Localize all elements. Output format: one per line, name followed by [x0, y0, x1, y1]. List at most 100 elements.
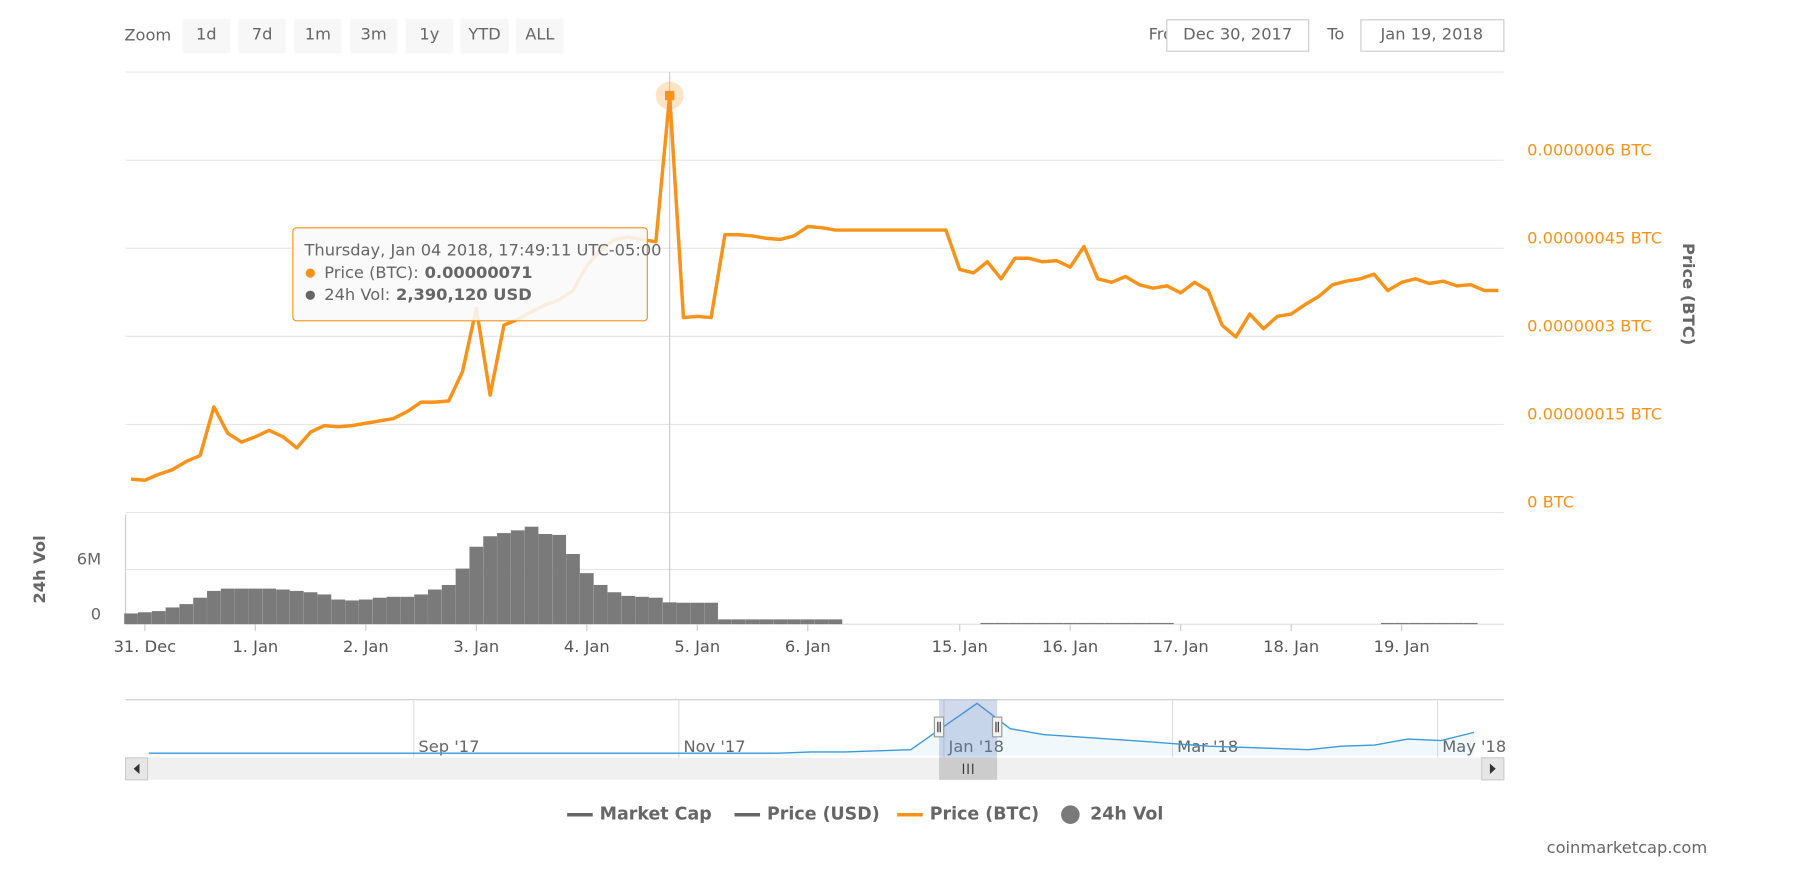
volume-bar	[1408, 622, 1423, 625]
tooltip-box	[292, 227, 648, 322]
credit: coinmarketcap.com	[1547, 838, 1708, 857]
volume-bar	[358, 599, 373, 625]
volume-bar	[1063, 622, 1078, 625]
volume-bar	[1090, 622, 1105, 625]
volume-bar	[800, 619, 815, 625]
zoom-button[interactable]	[405, 18, 454, 54]
to-input[interactable]	[1360, 19, 1505, 52]
y-tick-label: 0.00000045 BTC	[1527, 228, 1662, 247]
legend-symbol[interactable]	[1061, 805, 1080, 825]
zoom-button-label[interactable]: 3m	[361, 24, 387, 43]
volume-bar	[469, 546, 484, 625]
volume-bar	[165, 607, 180, 625]
x-tick-label: 6. Jan	[785, 637, 831, 656]
zoom-button[interactable]	[294, 18, 342, 54]
volume-bar	[662, 602, 677, 625]
navigator-line	[148, 702, 1475, 754]
zoom-button[interactable]	[182, 18, 231, 54]
tooltip-value: 2,390,120 USD	[396, 285, 532, 304]
volume-bar	[773, 619, 788, 625]
to-label: To	[1326, 24, 1344, 43]
scrollbar-grip	[962, 763, 974, 775]
zoom-button[interactable]	[349, 18, 398, 54]
volume-bar	[386, 596, 401, 625]
navigator-handle[interactable]	[933, 716, 945, 738]
volume-bar	[787, 619, 801, 625]
volume-bar	[1049, 622, 1064, 625]
zoom-button-label[interactable]: ALL	[525, 24, 554, 43]
navigator-area	[148, 703, 1475, 756]
navigator-tick-label: Nov '17	[683, 737, 745, 756]
tooltip-line: Price (BTC): 0.00000071	[324, 263, 532, 282]
legend-label[interactable]: Price (BTC)	[930, 805, 1039, 825]
x-tick-label: 15. Jan	[932, 637, 988, 656]
volume-bar	[552, 534, 567, 625]
volume-bar	[1450, 622, 1464, 625]
volume-bar	[179, 604, 194, 625]
scroll-left-arrow	[133, 763, 140, 775]
volume-bar	[579, 573, 594, 625]
x-tick-label: 18. Jan	[1263, 637, 1319, 656]
volume-bar	[690, 602, 705, 625]
zoom-button-label[interactable]: 7d	[252, 24, 273, 43]
volume-bar	[483, 536, 497, 625]
tooltip-date: Thursday, Jan 04 2018, 17:49:11 UTC-05:0…	[303, 241, 661, 260]
volume-bar	[593, 584, 608, 625]
navigator-tick-label: Jan '18	[948, 737, 1004, 756]
volume-bar	[414, 594, 428, 625]
volume-bar	[1394, 622, 1409, 625]
y2-tick-label: 0	[91, 604, 101, 623]
y-tick-label: 0.0000003 BTC	[1527, 317, 1652, 336]
volume-bar	[1035, 622, 1050, 625]
zoom-button[interactable]	[516, 18, 564, 54]
to-date[interactable]: Jan 19, 2018	[1379, 24, 1483, 43]
volume-bar	[428, 589, 442, 625]
zoom-button-label[interactable]: YTD	[467, 24, 500, 43]
zoom-button[interactable]	[238, 18, 286, 54]
from-input[interactable]	[1166, 19, 1310, 52]
volume-bar	[372, 597, 387, 625]
y2-axis-title: 24h Vol	[30, 535, 49, 603]
volume-bar	[1463, 622, 1478, 625]
volume-bar	[745, 619, 760, 625]
zoom-label: Zoom	[124, 26, 171, 45]
volume-bar	[1021, 622, 1036, 625]
volume-bar	[718, 619, 732, 625]
volume-bar	[193, 597, 207, 625]
navigator-tick-label: Sep '17	[418, 737, 479, 756]
x-tick-label: 31. Dec	[114, 637, 177, 656]
volume-bar	[317, 594, 332, 625]
volume-bar	[1077, 622, 1091, 625]
volume-bar	[455, 568, 470, 625]
volume-bar	[345, 600, 359, 625]
zoom-button-label[interactable]: 1d	[196, 24, 217, 43]
zoom-button-label[interactable]: 1y	[419, 24, 439, 43]
y-axis-title: Price (BTC)	[1679, 243, 1698, 345]
tooltip-bullet	[305, 268, 315, 278]
tooltip-line: 24h Vol: 2,390,120 USD	[324, 285, 531, 304]
volume-bar	[704, 602, 718, 625]
volume-bar	[441, 584, 456, 625]
zoom-button-label[interactable]: 1m	[305, 24, 331, 43]
zoom-button[interactable]	[460, 18, 510, 54]
x-tick-label: 19. Jan	[1374, 637, 1430, 656]
volume-bar	[1008, 622, 1022, 625]
scroll-right-arrow	[1489, 763, 1496, 775]
volume-bar	[621, 595, 636, 625]
volume-bar	[1422, 622, 1437, 625]
legend-label[interactable]: Market Cap	[600, 805, 712, 825]
volume-bar	[566, 554, 580, 625]
tooltip-value: 0.00000071	[425, 263, 533, 282]
navigator-handle[interactable]	[991, 716, 1003, 738]
scrollbar-track[interactable]	[125, 757, 1504, 780]
y-tick-label: 0 BTC	[1527, 493, 1574, 512]
volume-bar	[731, 619, 746, 625]
legend-label[interactable]: 24h Vol	[1090, 805, 1163, 825]
legend-label[interactable]: Price (USD)	[767, 805, 880, 825]
volume-bar	[1146, 622, 1160, 625]
from-date[interactable]: Dec 30, 2017	[1183, 24, 1292, 43]
volume-bar	[248, 588, 263, 625]
navigator-selection[interactable]	[939, 699, 998, 758]
volume-bar	[289, 590, 304, 625]
volume-bar	[1104, 622, 1119, 625]
